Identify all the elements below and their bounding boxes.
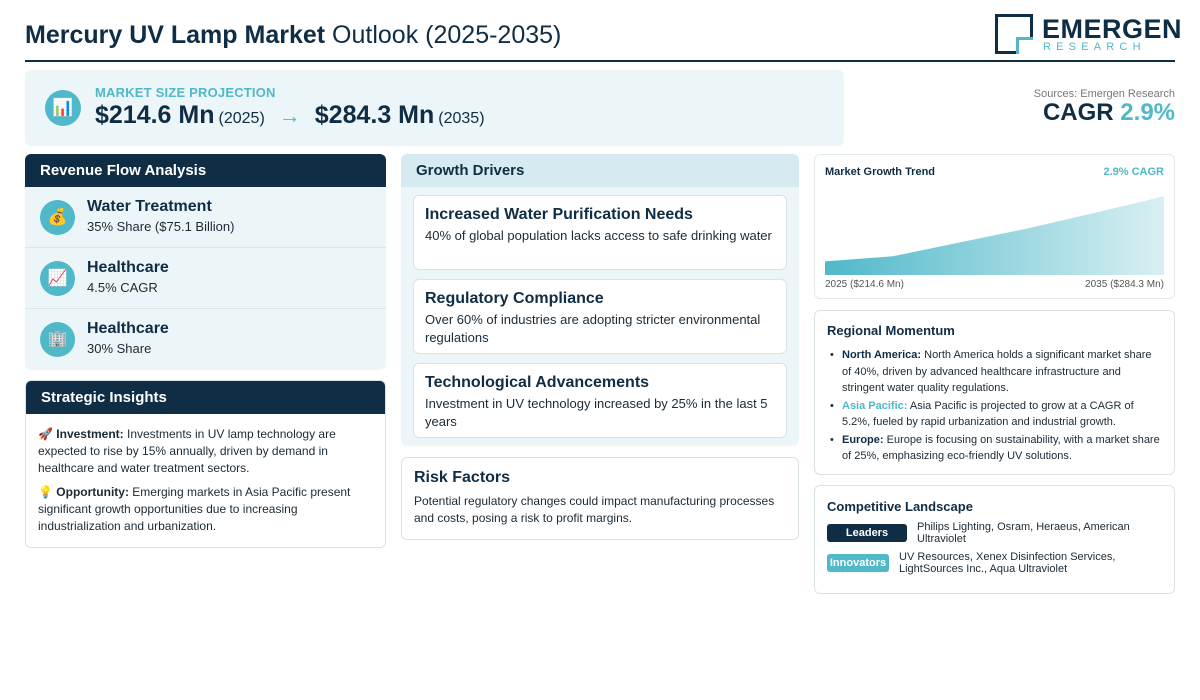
market-size-values: $214.6 Mn (2025) → $284.3 Mn (2035) bbox=[95, 101, 485, 130]
driver-item: Regulatory Compliance Over 60% of indust… bbox=[413, 279, 787, 354]
strategic-insights-card: Strategic Insights 🚀 Investment: Investm… bbox=[25, 380, 386, 548]
regional-momentum-title: Regional Momentum bbox=[827, 323, 955, 338]
revenue-item-name: Healthcare bbox=[87, 259, 169, 276]
bar-chart-icon: 📊 bbox=[45, 90, 81, 126]
region-item: Europe: Europe is focusing on sustainabi… bbox=[827, 432, 1162, 465]
start-year: (2025) bbox=[218, 110, 265, 127]
insight-item: 💡 Opportunity: Emerging markets in Asia … bbox=[38, 484, 371, 535]
trend-area bbox=[825, 196, 1164, 275]
revenue-flow-title: Revenue Flow Analysis bbox=[25, 154, 386, 187]
trend-cagr: 2.9% CAGR bbox=[1103, 166, 1164, 178]
competitive-landscape-title: Competitive Landscape bbox=[827, 499, 973, 514]
region-name: Europe: bbox=[842, 433, 884, 446]
regional-list: North America: North America holds a sig… bbox=[827, 347, 1162, 465]
risk-factors-text: Potential regulatory changes could impac… bbox=[414, 494, 775, 525]
cagr-value: 2.9% bbox=[1120, 99, 1175, 126]
growth-trend-card: Market Growth Trend 2.9% CAGR 2025 ($214… bbox=[814, 154, 1175, 299]
driver-title: Technological Advancements bbox=[425, 374, 650, 391]
cagr-label: CAGR bbox=[1042, 99, 1114, 126]
strategic-insights-title: Strategic Insights bbox=[26, 381, 385, 414]
innovators-text: UV Resources, Xenex Disinfection Service… bbox=[899, 551, 1116, 575]
region-item: Asia Pacific: Asia Pacific is projected … bbox=[827, 398, 1162, 431]
revenue-item: 🏢 Healthcare 30% Share bbox=[25, 309, 386, 370]
growth-drivers-card: Growth Drivers Increased Water Purificat… bbox=[401, 154, 799, 446]
driver-title: Increased Water Purification Needs bbox=[425, 206, 693, 223]
trend-end-label: 2035 ($284.3 Mn) bbox=[1085, 279, 1164, 290]
lightbulb-icon: 💡 bbox=[38, 485, 53, 499]
insight-text: Investments in UV lamp technology are ex… bbox=[38, 427, 336, 475]
risk-factors-title: Risk Factors bbox=[414, 469, 511, 486]
revenue-item: 💰 Water Treatment 35% Share ($75.1 Billi… bbox=[25, 187, 386, 248]
revenue-item-name: Healthcare bbox=[87, 320, 169, 337]
revenue-flow-card: Revenue Flow Analysis 💰 Water Treatment … bbox=[25, 154, 386, 370]
page-title: Mercury UV Lamp Market Outlook (2025-203… bbox=[25, 21, 561, 50]
region-name: Asia Pacific: bbox=[842, 399, 908, 412]
logo-sub-text: RESEARCH bbox=[1043, 41, 1146, 53]
logo-mark-icon bbox=[995, 14, 1033, 54]
region-text: Europe is focusing on sustainability, wi… bbox=[842, 433, 1160, 463]
revenue-item: 📈 Healthcare 4.5% CAGR bbox=[25, 248, 386, 309]
rocket-icon: 🚀 bbox=[38, 427, 53, 441]
driver-text: Over 60% of industries are adopting stri… bbox=[425, 312, 761, 345]
revenue-item-detail: 35% Share ($75.1 Billion) bbox=[87, 219, 235, 234]
regional-momentum-card: Regional Momentum North America: North A… bbox=[814, 310, 1175, 475]
competitive-landscape-card: Competitive Landscape Leaders Philips Li… bbox=[814, 485, 1175, 594]
page-header: Mercury UV Lamp Market Outlook (2025-203… bbox=[25, 12, 1182, 62]
cagr-summary: CAGR 2.9% bbox=[1043, 99, 1175, 127]
end-year: (2035) bbox=[438, 110, 485, 127]
leaders-badge: Leaders bbox=[827, 524, 907, 542]
end-value: $284.3 Mn bbox=[314, 101, 435, 129]
money-bag-icon: 💰 bbox=[40, 200, 75, 235]
driver-text: 40% of global population lacks access to… bbox=[425, 228, 772, 243]
revenue-item-name: Water Treatment bbox=[87, 198, 212, 215]
driver-item: Increased Water Purification Needs 40% o… bbox=[413, 195, 787, 270]
market-size-label: MARKET SIZE PROJECTION bbox=[95, 85, 276, 100]
revenue-item-detail: 4.5% CAGR bbox=[87, 280, 158, 295]
driver-item: Technological Advancements Investment in… bbox=[413, 363, 787, 438]
region-text: Asia Pacific is projected to grow at a C… bbox=[842, 399, 1134, 429]
chart-up-icon: 📈 bbox=[40, 261, 75, 296]
arrow-right-icon: → bbox=[278, 103, 301, 128]
emergen-logo: EMERGEN RESEARCH bbox=[995, 14, 1182, 56]
start-value: $214.6 Mn bbox=[95, 101, 215, 129]
leaders-text: Philips Lighting, Osram, Heraeus, Americ… bbox=[917, 521, 1130, 545]
sources-text: Sources: Emergen Research bbox=[1033, 88, 1175, 100]
logo-main-text: EMERGEN bbox=[1042, 14, 1183, 44]
page-title-bold: Mercury UV Lamp Market bbox=[25, 21, 326, 49]
growth-drivers-title: Growth Drivers bbox=[401, 154, 799, 187]
driver-text: Investment in UV technology increased by… bbox=[425, 396, 768, 429]
insight-label: Opportunity: bbox=[56, 485, 129, 499]
leaders-row: Leaders Philips Lighting, Osram, Heraeus… bbox=[827, 521, 1162, 554]
innovators-row: Innovators UV Resources, Xenex Disinfect… bbox=[827, 551, 1162, 584]
strategic-insights-body: 🚀 Investment: Investments in UV lamp tec… bbox=[26, 414, 385, 535]
trend-title: Market Growth Trend bbox=[825, 166, 936, 178]
insight-label: Investment: bbox=[56, 427, 124, 441]
page-title-rest: Outlook (2025-2035) bbox=[325, 21, 562, 49]
risk-factors-card: Risk Factors Potential regulatory change… bbox=[401, 457, 799, 540]
growth-trend-chart bbox=[825, 196, 1164, 275]
innovators-badge: Innovators bbox=[827, 554, 889, 572]
region-name: North America: bbox=[842, 349, 922, 361]
driver-title: Regulatory Compliance bbox=[425, 290, 604, 307]
region-text: North America holds a significant market… bbox=[842, 349, 1152, 394]
insight-item: 🚀 Investment: Investments in UV lamp tec… bbox=[38, 426, 371, 477]
market-size-panel: 📊 MARKET SIZE PROJECTION $214.6 Mn (2025)… bbox=[25, 70, 844, 146]
building-icon: 🏢 bbox=[40, 322, 75, 357]
region-item: North America: North America holds a sig… bbox=[827, 347, 1162, 397]
trend-start-label: 2025 ($214.6 Mn) bbox=[825, 279, 904, 290]
revenue-item-detail: 30% Share bbox=[87, 341, 152, 356]
insight-text: Emerging markets in Asia Pacific present… bbox=[38, 485, 351, 533]
